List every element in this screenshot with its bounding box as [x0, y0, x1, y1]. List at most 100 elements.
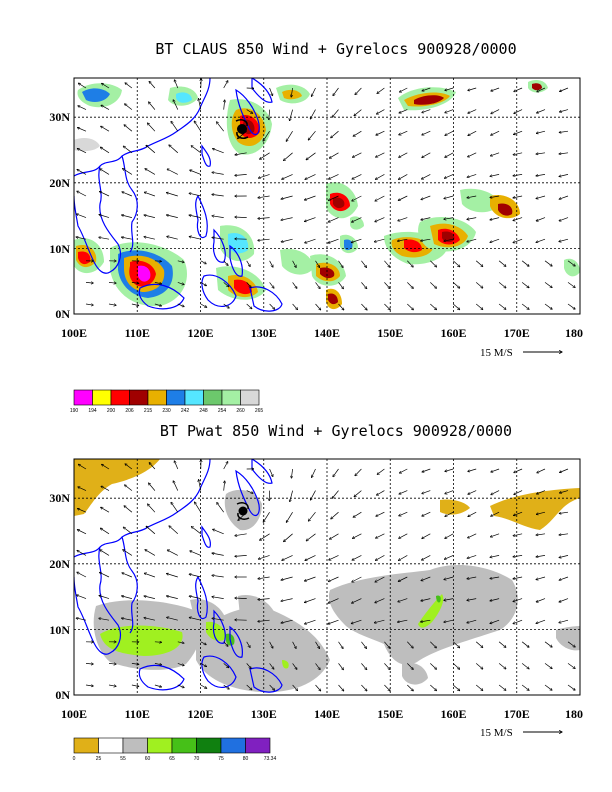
panel2-wind-vector [407, 663, 413, 669]
panel2-wind-vector [77, 509, 87, 513]
panel2-wind-vector [490, 619, 500, 623]
panel2-wind-vector [177, 642, 184, 643]
panel1-colorbar-swatch [203, 389, 223, 406]
panel2-colorbar-label: 80 [243, 756, 249, 762]
panel2-wind-vector [177, 684, 184, 688]
panel2-wind-vector [422, 490, 431, 494]
panel1-wind-vector [567, 282, 575, 287]
panel2-wind-vector [85, 685, 93, 686]
panel2-frame [73, 458, 581, 696]
panel1-wind-vector [445, 152, 454, 158]
panel1-wind-vector [281, 195, 293, 199]
panel2-colorbar-label: 70 [194, 756, 200, 762]
panel1-title: BT CLAUS 850 Wind + Gyrelocs 900928/0000 [155, 40, 516, 58]
panel2-wind-vector [199, 480, 202, 491]
panel1-wind-vector [559, 217, 569, 221]
panel1-wind-vector [123, 169, 133, 175]
panel2-wind-vector [467, 619, 477, 623]
panel2-wind-vector [352, 598, 362, 604]
panel1-wind-vector [430, 282, 436, 288]
panel2-colorbar-label: 65 [169, 756, 175, 762]
panel2-y-axis: 30N 20N 10N 0N [49, 491, 70, 702]
panel2-wind-vector [194, 502, 202, 513]
panel2-wind-vector [223, 462, 228, 470]
panel1-colorbar-label: 260 [236, 408, 245, 414]
panel1-wind-vector [100, 169, 110, 175]
panel2-wind-vector [559, 512, 569, 513]
panel1-wind-vector [399, 130, 408, 135]
panel1-xtick-140: 140E [314, 326, 340, 340]
panel2-wind-vector [328, 576, 339, 582]
panel2-wind-vector [169, 526, 179, 535]
panel2-wind-vector [281, 619, 293, 623]
panel1-wind-vector [475, 282, 483, 288]
panel2-wind-vector [108, 685, 116, 686]
panel2-wind-vector [310, 490, 316, 501]
panel1-wind-vector [536, 174, 546, 176]
panel1-wind-vector [513, 238, 523, 243]
panel1-wind-vector [444, 174, 454, 178]
panel2-wind-vector [292, 684, 298, 691]
panel2-wind-vector [189, 617, 201, 621]
panel1-wind-vector [491, 109, 500, 114]
panel1-wind-vector [375, 174, 385, 179]
panel1-wind-vector [475, 303, 483, 310]
panel1-colorbar-swatch [240, 389, 260, 406]
panel2-vector-reference: 15 M/S [480, 727, 562, 739]
panel1-wind-vector [422, 87, 431, 91]
panel1-wind-vector [384, 260, 390, 268]
panel1-wind-vector [200, 303, 207, 307]
panel1-wind-vector [102, 83, 110, 89]
panel1-wind-vector [258, 218, 270, 219]
panel2-wind-vector [333, 468, 339, 477]
panel1-wind-vector [351, 238, 362, 242]
panel2-wind-vector [513, 511, 523, 515]
panel2-wind-vector [305, 555, 316, 560]
panel2-wind-vector [498, 684, 506, 691]
panel1-xtick-100: 100E [61, 326, 87, 340]
panel1-wind-vector [223, 303, 230, 308]
panel1-colorbar-label: 215 [144, 408, 153, 414]
panel2-wind-vector [332, 490, 339, 499]
panel1-wind-vector [146, 145, 156, 154]
panel1-wind-vector [281, 238, 293, 242]
panel2-wind-vector [304, 598, 316, 603]
panel2-wind-vector [308, 511, 316, 521]
panel1-wind-vector [559, 153, 569, 154]
panel1-wind-vector [361, 260, 366, 268]
panel1-wind-vector [269, 109, 270, 120]
panel2-wind-vector [189, 596, 201, 599]
panel2-wind-vector [189, 574, 201, 578]
panel1-wind-vector [421, 174, 431, 179]
panel2-wind-vector [467, 598, 477, 601]
panel1-wind-vector [421, 238, 431, 241]
panel2-wind-vector [567, 663, 575, 668]
panel1-wind-vector [85, 304, 93, 305]
panel1-wind-vector [310, 109, 316, 119]
panel2-wind-vector [444, 598, 454, 601]
panel2-wind-vector [304, 576, 316, 581]
panel2-wind-vector [286, 512, 293, 522]
panel2-wind-vector [537, 468, 546, 473]
panel1-wind-vector [559, 195, 569, 199]
panel1-frame [73, 77, 581, 315]
panel2-wind-vector [224, 481, 225, 491]
panel1-wind-vector [77, 169, 87, 175]
panel1-wind-vector [76, 214, 87, 218]
panel2-wind-vector [352, 576, 362, 582]
panel1-wind-vector [544, 282, 552, 287]
panel2-wind-vector [223, 641, 228, 647]
panel2-wind-vector [102, 464, 110, 470]
panel1-wind-vector [490, 217, 500, 220]
panel1-wind-vector [333, 87, 339, 96]
panel2-wind-vector [444, 576, 454, 580]
panel2-wind-vector [306, 533, 316, 541]
panel2-xtick-150: 150E [377, 707, 403, 721]
panel1-wind-vector [194, 121, 202, 132]
panel2-wind-vector [125, 464, 133, 470]
panel1-wind-vectors [76, 79, 575, 310]
panel1-wind-vector [374, 238, 385, 242]
panel2-wind-vector [213, 529, 224, 535]
panel2-wind-vector [376, 533, 385, 538]
panel1-wind-vector [491, 87, 500, 91]
